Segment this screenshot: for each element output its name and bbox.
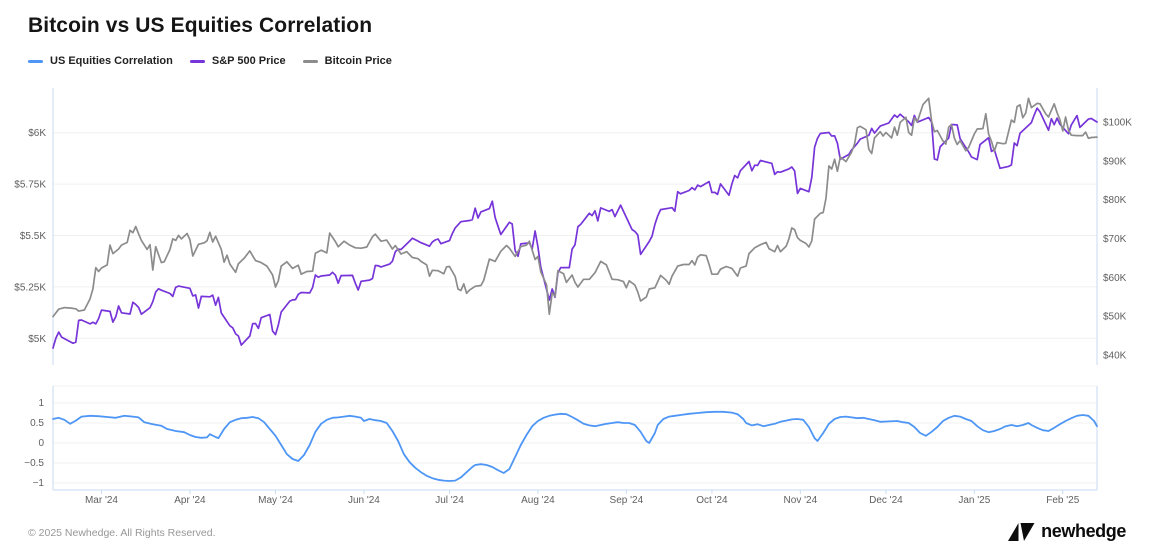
x-axis-tick-label: Jun '24 <box>348 495 380 506</box>
left-axis-tick-label: $5.25K <box>14 282 46 293</box>
copyright-text: © 2025 Newhedge. All Rights Reserved. <box>28 527 216 539</box>
legend-label: Bitcoin Price <box>324 55 392 67</box>
right-axis-tick-label: $90K <box>1103 156 1127 167</box>
legend: US Equities Correlation S&P 500 Price Bi… <box>28 55 392 67</box>
legend-item-us-equities-correlation[interactable]: US Equities Correlation <box>28 55 173 67</box>
correlation-axis-tick-label: −1 <box>33 478 45 489</box>
correlation-series-dash-icon <box>28 59 43 63</box>
x-axis-tick-label: Apr '24 <box>174 495 206 506</box>
right-axis-tick-label: $60K <box>1103 273 1127 284</box>
legend-item-sp500-price[interactable]: S&P 500 Price <box>189 55 286 67</box>
legend-item-bitcoin-price[interactable]: Bitcoin Price <box>302 55 392 67</box>
left-axis-tick-label: $5.75K <box>14 180 46 191</box>
left-axis-tick-label: $5.5K <box>20 231 46 242</box>
right-axis-tick-label: $50K <box>1103 312 1127 323</box>
newhedge-logo: newhedge <box>1008 521 1126 542</box>
right-axis-tick-label: $100K <box>1103 118 1132 129</box>
x-axis-tick-label: Mar '24 <box>85 495 118 506</box>
x-axis-tick-label: Sep '24 <box>610 495 644 506</box>
x-axis-tick-label: Oct '24 <box>696 495 728 506</box>
sp500-price-line <box>52 107 1098 349</box>
right-axis-tick-label: $40K <box>1103 351 1127 362</box>
correlation-axis-tick-label: −0.5 <box>24 458 44 469</box>
x-axis-tick-label: Nov '24 <box>784 495 818 506</box>
us-equities-correlation-line <box>52 410 1098 482</box>
legend-label: S&P 500 Price <box>211 55 286 67</box>
x-axis-tick-label: Jul '24 <box>435 495 464 506</box>
newhedge-logo-icon <box>1008 522 1035 541</box>
newhedge-logo-text: newhedge <box>1041 521 1126 541</box>
bitcoin-series-dash-icon <box>302 59 318 63</box>
x-axis-tick-label: Feb '25 <box>1046 495 1079 506</box>
x-axis-tick-label: May '24 <box>258 495 293 506</box>
left-axis-tick-label: $6K <box>28 128 46 139</box>
page-title: Bitcoin vs US Equities Correlation <box>28 14 373 37</box>
correlation-axis-tick-label: 0 <box>38 438 44 449</box>
bitcoin-price-line <box>52 97 1098 318</box>
x-axis-tick-label: Aug '24 <box>521 495 555 506</box>
legend-label: US Equities Correlation <box>50 55 173 67</box>
right-axis-tick-label: $70K <box>1103 234 1127 245</box>
correlation-axis-tick-label: 1 <box>38 398 44 409</box>
correlation-axis-tick-label: 0.5 <box>30 418 44 429</box>
left-axis-tick-label: $5K <box>28 334 46 345</box>
x-axis-tick-label: Dec '24 <box>869 495 903 506</box>
sp500-series-dash-icon <box>189 59 205 63</box>
x-axis-tick-label: Jan '25 <box>958 495 990 506</box>
right-axis-tick-label: $80K <box>1103 195 1127 206</box>
